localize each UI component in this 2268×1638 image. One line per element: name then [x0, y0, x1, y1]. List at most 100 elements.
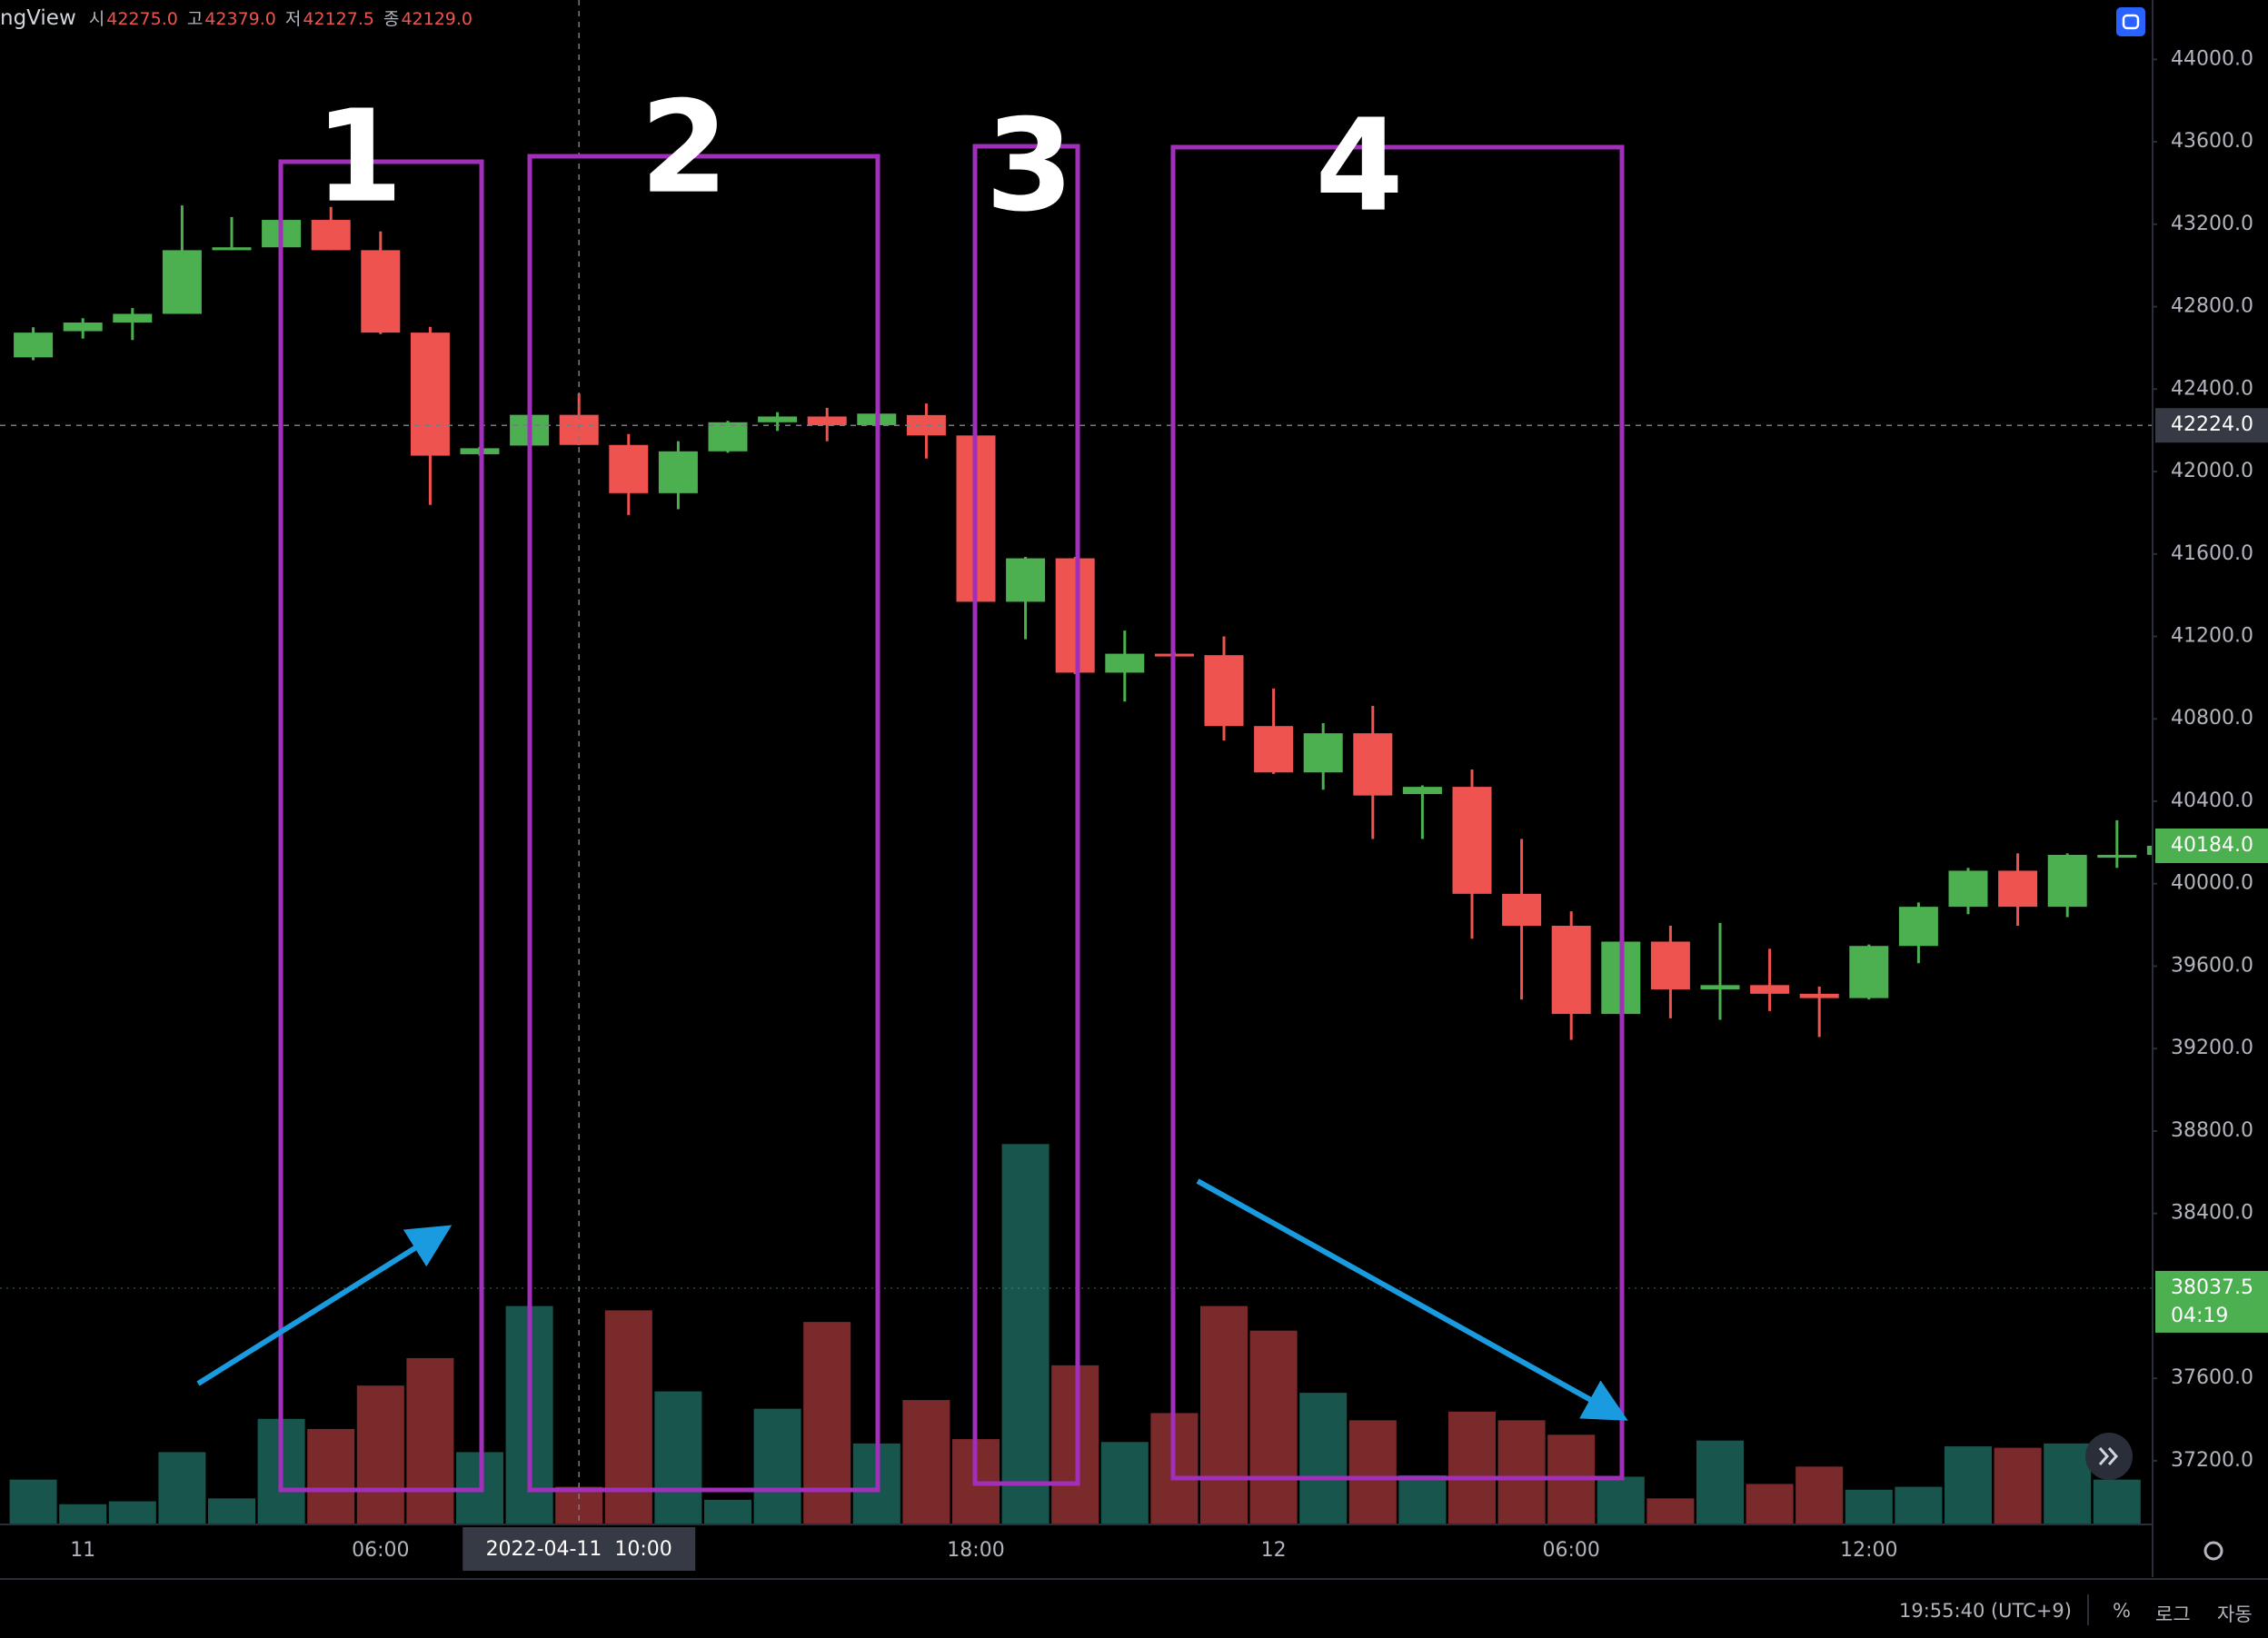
volume-bar: [1597, 1476, 1645, 1524]
y-tick-label: 38400.0: [2171, 1202, 2253, 1225]
candle-body: [14, 333, 54, 358]
candle-body: [658, 451, 698, 493]
x-tick-label: 06:00: [1542, 1539, 1599, 1562]
volume-bar: [1299, 1393, 1348, 1524]
y-tick-label: 43600.0: [2171, 130, 2253, 153]
box-3: [972, 144, 1080, 1486]
candle-body: [1006, 558, 1046, 602]
time-axis: [0, 1524, 2268, 1577]
candle-body: [1700, 985, 1740, 990]
volume-bar: [654, 1391, 702, 1524]
ohlc-value: 42129.0: [401, 9, 473, 29]
volume-bar: [1497, 1420, 1546, 1524]
x-tick-label: 11: [70, 1539, 95, 1562]
y-tick-label: 37200.0: [2171, 1449, 2253, 1472]
volume-bar: [1051, 1365, 1099, 1524]
ohlc-label: 종: [383, 9, 400, 29]
candle-body: [1948, 870, 1988, 908]
box-number: 3: [985, 93, 1073, 241]
candle-body: [1849, 946, 1889, 998]
ohlc-value: 42275.0: [106, 9, 178, 29]
volume-bar: [1398, 1474, 1447, 1524]
candle-body: [162, 250, 202, 314]
box-2: [527, 154, 880, 1493]
candle-layer: [14, 205, 2186, 1040]
volume-bar: [1994, 1447, 2042, 1524]
price-marker-label: 38037.5: [2171, 1276, 2253, 1299]
volume-bar: [1348, 1420, 1397, 1524]
ohlc-label: 고: [186, 9, 204, 29]
volume-bar: [1945, 1446, 1992, 1524]
x-tick-label: 06:00: [352, 1539, 409, 1562]
candle-body: [113, 313, 153, 323]
price-labels: 44000.0 43600.0 43200.0 42800.0 42400.0 42000…: [2153, 47, 2268, 1472]
y-tick-label: 42000.0: [2171, 460, 2253, 482]
candle-body: [361, 250, 401, 333]
status-bar: 19:55:40 (UTC+9) % 로그 자동: [0, 1578, 2268, 1638]
y-tick-label: 40000.0: [2171, 872, 2253, 895]
volume-bar: [1696, 1440, 1744, 1524]
candle-body: [1799, 993, 1839, 998]
annotation-boxes: [278, 144, 1625, 1493]
icon-glyph: [2122, 14, 2140, 30]
candle-body: [311, 220, 351, 251]
volume-layer: [9, 1144, 2141, 1524]
box-number: 4: [1315, 93, 1403, 241]
candle-body: [1452, 787, 1492, 894]
settings-icon[interactable]: [2203, 1541, 2223, 1561]
y-tick-label: 44000.0: [2171, 47, 2253, 70]
log-button[interactable]: 로그: [2155, 1603, 2191, 1625]
volume-bar: [356, 1385, 404, 1524]
crosshair-price-label: 42224.0: [2171, 413, 2253, 436]
volume-bar: [1746, 1484, 1794, 1524]
ohlc-label: 저: [284, 9, 302, 29]
price-marker-box: [2155, 828, 2268, 863]
candle-body: [2097, 854, 2137, 859]
legend: ngView 시 42275.0 고 42379.0 저 42127.5 종 42129…: [0, 5, 482, 30]
candle-body: [1055, 558, 1095, 673]
icon-button[interactable]: [2116, 7, 2145, 36]
volume-bar: [1796, 1466, 1844, 1524]
candle-body: [906, 414, 946, 436]
symbol-title: ngView: [0, 6, 76, 30]
arrow: [1196, 1178, 1628, 1421]
volume-bar: [1646, 1498, 1695, 1524]
volume-bar: [158, 1452, 206, 1524]
clock: 19:55:40 (UTC+9): [1899, 1600, 2072, 1622]
volume-bar: [1100, 1442, 1149, 1524]
y-tick-label: 40800.0: [2171, 707, 2253, 730]
volume-bar: [753, 1408, 801, 1524]
y-tick-label: 39600.0: [2171, 954, 2253, 977]
percent-button[interactable]: %: [2113, 1600, 2131, 1622]
arrow: [196, 1225, 453, 1386]
scroll-glyph: [2098, 1447, 2119, 1465]
box-1: [278, 159, 484, 1493]
volume-bar: [2093, 1479, 2141, 1524]
volume-bar: [704, 1499, 751, 1524]
candle-body: [212, 247, 252, 251]
candle-body: [1105, 653, 1145, 673]
box-number: 1: [314, 84, 403, 232]
volume-bar: [1895, 1486, 1943, 1524]
volume-bar: [902, 1400, 950, 1524]
candle-body: [1204, 655, 1244, 727]
volume-bar: [803, 1322, 851, 1524]
candle-body: [63, 323, 103, 332]
candle-body: [708, 422, 748, 452]
y-tick-label: 41600.0: [2171, 542, 2253, 565]
volume-bar: [307, 1428, 355, 1524]
candle-body: [1353, 733, 1393, 796]
candle-body: [609, 444, 649, 493]
candle-body: [2047, 854, 2087, 908]
candle-body: [807, 416, 847, 425]
y-tick-label: 39200.0: [2171, 1037, 2253, 1059]
y-tick-label: 42800.0: [2171, 295, 2253, 318]
x-tick-label: 12:00: [1840, 1539, 1897, 1562]
auto-button[interactable]: 자동: [2217, 1603, 2253, 1625]
volume-bar: [59, 1504, 107, 1524]
volume-bar: [2044, 1443, 2092, 1524]
volume-bar: [406, 1357, 454, 1524]
